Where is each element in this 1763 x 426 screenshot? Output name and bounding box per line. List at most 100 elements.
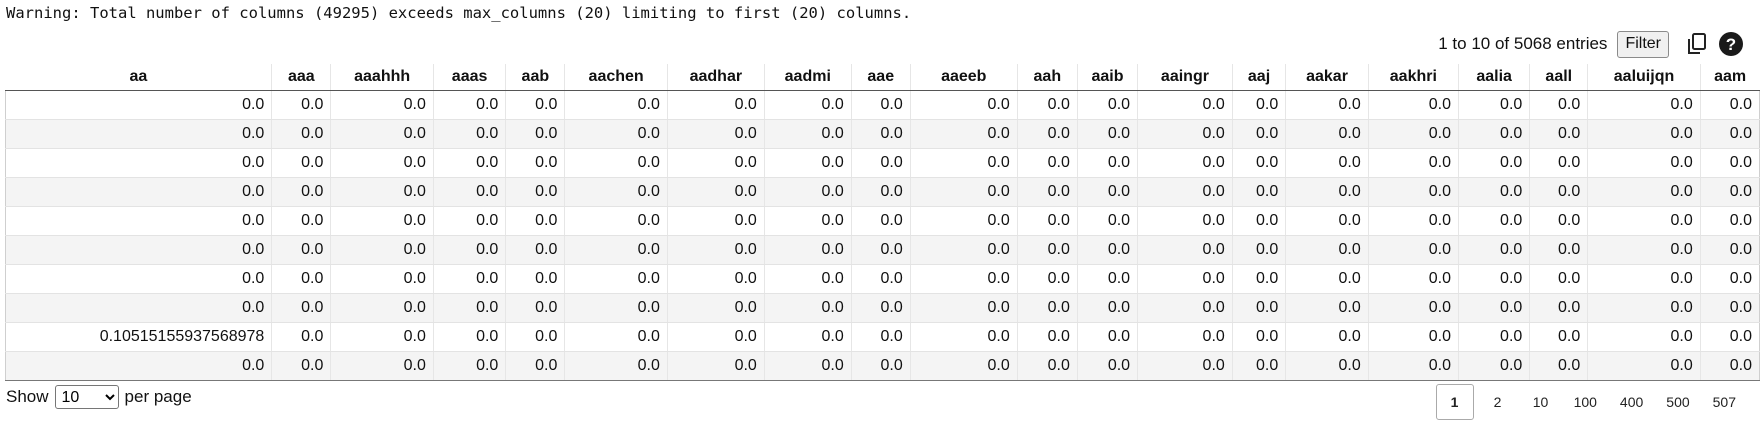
data-table: aa aaa aaahhh aaas aab aachen aadhar aadmi aae aa…	[4, 64, 1761, 381]
page-button-400[interactable]: 400	[1619, 394, 1644, 410]
column-header-aaluijqn[interactable]: aaluijqn	[1587, 64, 1701, 91]
table-cell: 0.0	[432, 293, 506, 323]
table-cell: 0.0	[1076, 90, 1138, 120]
table-cell: 0.0	[909, 177, 1018, 207]
table-row: 0.0 0.0 0.0 0.0 0.0 0.0 0.0 0.0 0.0 0.0 0.0 0.0 0.0 0…	[4, 119, 1761, 149]
table-cell: 0.0	[1699, 206, 1761, 236]
column-header-aae[interactable]: aae	[850, 64, 911, 91]
table-cell: 0.0	[271, 351, 331, 381]
table-cell: 0.0	[330, 264, 434, 294]
table-cell: 0.0	[1699, 351, 1761, 381]
table-cell: 0.0	[1699, 119, 1761, 149]
table-cell: 0.0	[666, 322, 765, 352]
table-cell: 0.0	[763, 148, 852, 178]
table-cell: 0.0	[666, 90, 765, 120]
copy-icon[interactable]	[1683, 30, 1711, 58]
table-cell: 0.0	[1137, 148, 1233, 178]
column-header-aakhri[interactable]: aakhri	[1367, 64, 1459, 91]
column-header-aaa[interactable]: aaa	[271, 64, 331, 91]
table-cell: 0.0	[505, 206, 565, 236]
table-cell: 0.0	[1699, 148, 1761, 178]
page-button-10[interactable]: 10	[1532, 394, 1549, 410]
table-cell: 0.0	[564, 351, 668, 381]
column-header-aab[interactable]: aab	[505, 64, 565, 91]
column-header-aaahhh[interactable]: aaahhh	[330, 64, 434, 91]
page-button-1[interactable]: 1	[1435, 384, 1474, 420]
table-cell: 0.0	[1587, 293, 1701, 323]
table-cell: 0.0	[1231, 264, 1286, 294]
table-cell: 0.0	[1076, 206, 1138, 236]
pagination: 1 2 10 100 400 500 507	[1431, 384, 1745, 420]
table-cell: 0.0	[1285, 235, 1369, 265]
table-cell: 0.0	[763, 177, 852, 207]
column-header-aaeeb[interactable]: aaeeb	[909, 64, 1018, 91]
table-cell: 0.0	[666, 177, 765, 207]
table-cell: 0.0	[432, 90, 506, 120]
column-header-aalia[interactable]: aalia	[1457, 64, 1530, 91]
table-cell: 0.0	[432, 322, 506, 352]
table-cell: 0.0	[505, 322, 565, 352]
page-button-500[interactable]: 500	[1666, 394, 1690, 410]
table-cell: 0.0	[850, 148, 911, 178]
page-button-100[interactable]: 100	[1573, 394, 1597, 410]
table-cell: 0.0	[330, 235, 434, 265]
table-cell: 0.0	[330, 351, 434, 381]
table-cell: 0.0	[1529, 351, 1588, 381]
table-cell: 0.0	[1587, 206, 1701, 236]
table-cell: 0.0	[1367, 177, 1459, 207]
table-cell: 0.0	[271, 90, 331, 120]
table-cell: 0.0	[505, 293, 565, 323]
table-row: 0.0 0.0 0.0 0.0 0.0 0.0 0.0 0.0 0.0 0.0 0.0 0.0 0.0 0…	[4, 90, 1761, 120]
table-cell: 0.0	[1231, 177, 1286, 207]
column-header-aadhar[interactable]: aadhar	[666, 64, 765, 91]
table-cell: 0.0	[1457, 293, 1530, 323]
table-cell: 0.0	[1137, 119, 1233, 149]
table-cell: 0.0	[666, 235, 765, 265]
table-cell: 0.0	[1367, 293, 1459, 323]
table-cell: 0.0	[1076, 148, 1138, 178]
column-header-aakar[interactable]: aakar	[1285, 64, 1369, 91]
per-page-select[interactable]: 10	[54, 385, 119, 409]
table-row: 0.0 0.0 0.0 0.0 0.0 0.0 0.0 0.0 0.0 0.0 0.0 0.0 0.0 0…	[4, 264, 1761, 294]
column-header-aaas[interactable]: aaas	[432, 64, 506, 91]
column-header-aah[interactable]: aah	[1016, 64, 1078, 91]
table-cell: 0.0	[1285, 264, 1369, 294]
table-cell: 0.0	[1016, 235, 1078, 265]
table-cell: 0.0	[505, 148, 565, 178]
table-cell: 0.0	[1587, 177, 1701, 207]
table-cell: 0.0	[1137, 235, 1233, 265]
table-cell: 0.0	[432, 148, 506, 178]
table-cell: 0.0	[330, 206, 434, 236]
table-cell: 0.0	[1137, 177, 1233, 207]
column-header-aa[interactable]: aa	[5, 64, 272, 91]
table-cell: 0.0	[564, 206, 668, 236]
table-cell: 0.0	[432, 177, 506, 207]
column-header-aam[interactable]: aam	[1699, 64, 1760, 91]
table-row: 0.0 0.0 0.0 0.0 0.0 0.0 0.0 0.0 0.0 0.0 0.0 0.0 0.0 0…	[4, 148, 1761, 178]
table-cell: 0.0	[564, 235, 668, 265]
table-cell: 0.0	[4, 206, 272, 236]
table-cell: 0.0	[1529, 206, 1588, 236]
table-cell: 0.0	[1457, 119, 1530, 149]
column-header-aadmi[interactable]: aadmi	[763, 64, 852, 91]
column-header-aachen[interactable]: aachen	[564, 64, 668, 91]
table-cell: 0.0	[1231, 206, 1286, 236]
table-cell: 0.0	[763, 264, 852, 294]
help-icon[interactable]: ?	[1717, 30, 1745, 58]
column-header-aaingr[interactable]: aaingr	[1137, 64, 1233, 91]
table-cell: 0.0	[1137, 351, 1233, 381]
table-row: 0.0 0.0 0.0 0.0 0.0 0.0 0.0 0.0 0.0 0.0 0.0 0.0 0.0 0…	[4, 293, 1761, 323]
table-header-row: aa aaa aaahhh aaas aab aachen aadhar aadmi aae aa…	[5, 64, 1760, 91]
table-cell: 0.0	[330, 148, 434, 178]
table-cell: 0.0	[909, 235, 1018, 265]
table-cell: 0.0	[1231, 351, 1286, 381]
column-header-aaib[interactable]: aaib	[1076, 64, 1138, 91]
column-header-aall[interactable]: aall	[1529, 64, 1588, 91]
page-button-507[interactable]: 507	[1712, 394, 1736, 410]
page-button-2[interactable]: 2	[1493, 394, 1502, 410]
column-header-aaj[interactable]: aaj	[1231, 64, 1286, 91]
table-cell: 0.0	[850, 264, 911, 294]
filter-button[interactable]: Filter	[1617, 30, 1669, 58]
table-cell: 0.0	[666, 264, 765, 294]
table-cell: 0.0	[850, 206, 911, 236]
